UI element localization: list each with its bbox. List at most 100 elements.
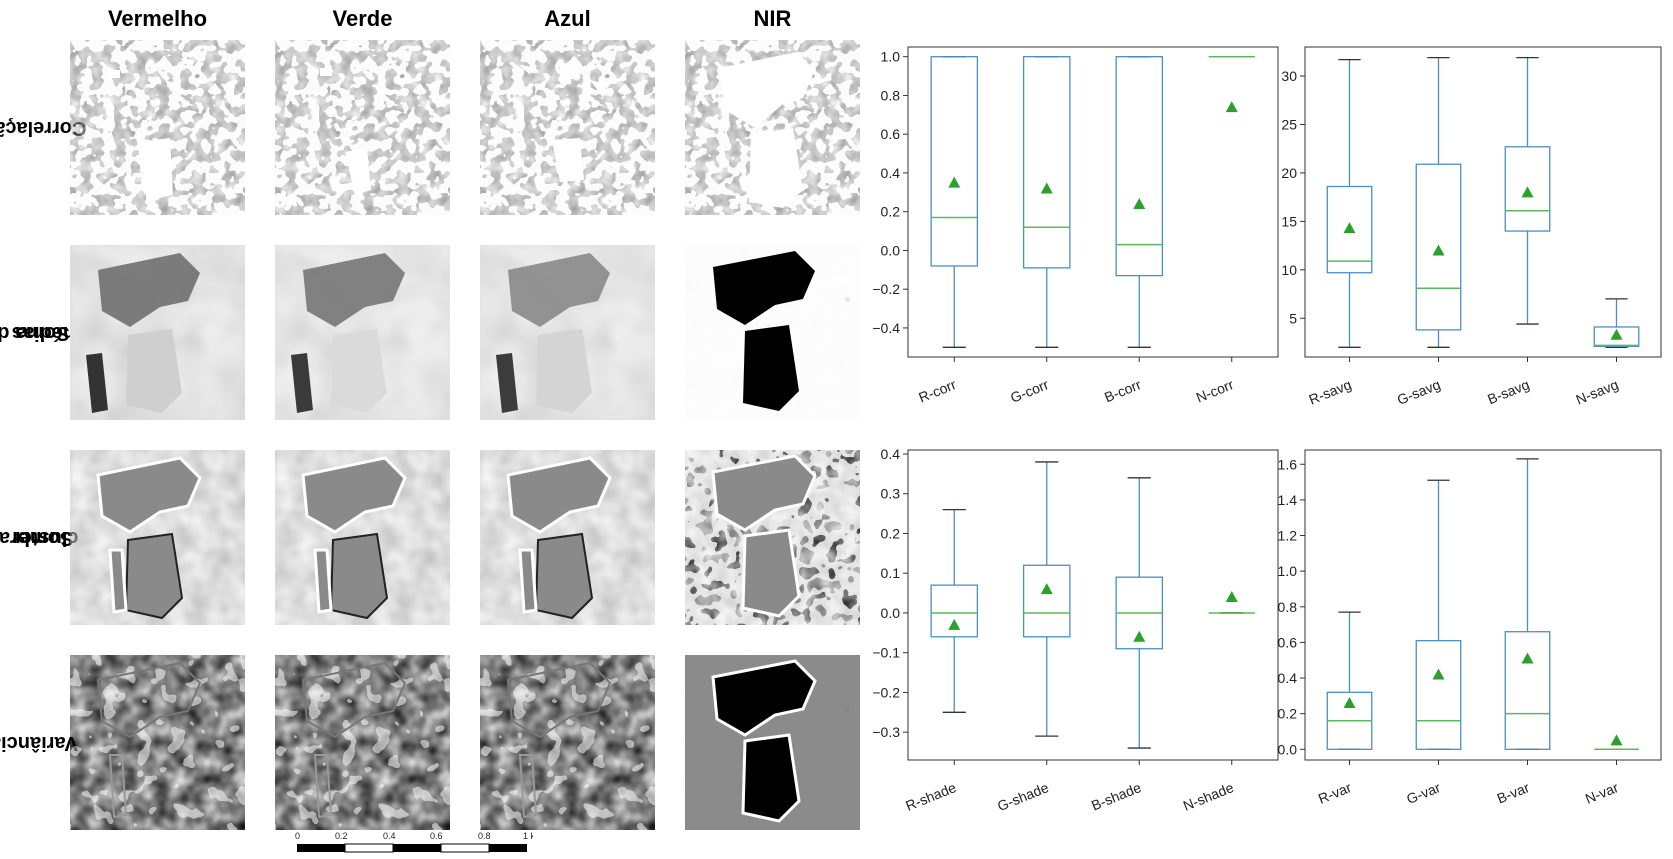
scale-tick-0: 0 (295, 831, 300, 841)
chart-1-ytick-label-5: 30 (1281, 68, 1297, 84)
chart-1-box-3 (1593, 326, 1640, 347)
chart-3-ytick-label-4: 0.8 (1278, 599, 1298, 615)
scale-tick-5: 1 km (523, 831, 533, 841)
chart-2-category-3: N-shade (1181, 779, 1236, 814)
chart-1-box-2 (1504, 146, 1551, 232)
chart-0-category-1: G-corr (1008, 376, 1051, 406)
column-header-vermelho: Vermelho (107, 6, 208, 31)
chart-0-mean-marker-1 (1040, 182, 1053, 194)
chart-3-ytick-label-5: 1.0 (1278, 563, 1298, 579)
chart-3-mean-marker-1 (1432, 668, 1445, 680)
chart-1-category-2: B-savg (1485, 376, 1531, 407)
chart-3-ytick-label-8: 1.6 (1278, 456, 1298, 472)
chart-0-ytick-label-7: 1.0 (881, 49, 901, 65)
chart-3-category-1: G-var (1404, 779, 1443, 807)
scale-tick-3: 0.6 (430, 831, 443, 841)
chart-3-category-3: N-var (1583, 779, 1621, 807)
chart-1-box-1 (1415, 163, 1462, 331)
chart-2-ytick-label-7: 0.4 (881, 446, 901, 462)
chart-1-ytick-label-0: 5 (1289, 310, 1297, 326)
chart-0-frame (907, 46, 1279, 358)
tile-soma-vermelho (70, 245, 245, 420)
chart-2-ytick-label-4: 0.1 (881, 565, 901, 581)
column-header-verde: Verde (332, 6, 393, 31)
chart-0-category-3: N-corr (1194, 376, 1236, 406)
chart-1-ytick-label-3: 20 (1281, 165, 1297, 181)
chart-1-frame (1304, 46, 1662, 358)
chart-0-category-2: B-corr (1102, 376, 1144, 405)
tile-correlacao-nir (685, 40, 860, 215)
chart-3-frame (1304, 449, 1662, 761)
column-header-azul: Azul (544, 6, 591, 31)
chart-0-mean-marker-0 (948, 176, 961, 188)
scale-bar: 0 0.2 0.4 0.6 0.8 1 km (293, 830, 543, 854)
chart-1-box-0 (1326, 185, 1373, 274)
chart-3-ytick-label-7: 1.4 (1278, 492, 1298, 508)
chart-3-ytick-label-0: 0.0 (1278, 741, 1298, 757)
tile-variancia-nir (685, 655, 860, 830)
chart-3-ytick-label-2: 0.4 (1278, 670, 1298, 686)
chart-1-mean-marker-1 (1432, 244, 1445, 256)
chart-2-mean-marker-3 (1225, 591, 1238, 603)
chart-0-ytick-label-4: 0.4 (881, 165, 901, 181)
chart-1-category-3: N-savg (1573, 376, 1620, 407)
chart-2-category-0: R-shade (903, 779, 958, 814)
chart-2-ytick-label-1: −0.2 (872, 684, 900, 700)
chart-2-ytick-label-6: 0.3 (881, 486, 901, 502)
chart-0-box-1 (1022, 56, 1071, 269)
chart-3-ytick-label-3: 0.6 (1278, 634, 1298, 650)
tile-sombra-azul (480, 450, 655, 625)
chart-1-ytick-label-2: 15 (1281, 213, 1297, 229)
chart-0-box-2 (1115, 56, 1164, 277)
scale-tick-2: 0.4 (383, 831, 396, 841)
chart-0-box-0 (930, 56, 979, 267)
tile-correlacao-verde (275, 40, 450, 215)
chart-2-ytick-label-0: −0.3 (872, 724, 900, 740)
chart-3-mean-marker-3 (1610, 734, 1623, 746)
chart-2-ytick-label-3: 0.0 (881, 605, 901, 621)
tile-soma-azul (480, 245, 655, 420)
tile-sombra-verde (275, 450, 450, 625)
chart-3-category-2: B-var (1495, 779, 1532, 806)
tile-soma-nir (685, 245, 860, 420)
chart-3-ytick-label-1: 0.2 (1278, 706, 1298, 722)
tile-variancia-vermelho (70, 655, 245, 830)
scale-tick-4: 0.8 (478, 831, 491, 841)
chart-1-ytick-label-1: 10 (1281, 262, 1297, 278)
chart-2-category-2: B-shade (1089, 779, 1144, 813)
tile-sombra-vermelho (70, 450, 245, 625)
chart-3-mean-marker-0 (1343, 696, 1356, 708)
chart-3-box-2 (1504, 631, 1551, 750)
tile-soma-verde (275, 245, 450, 420)
tile-correlacao-azul (480, 40, 655, 215)
chart-1-mean-marker-0 (1343, 222, 1356, 234)
chart-0-ytick-label-0: −0.4 (872, 320, 900, 336)
chart-2-box-1 (1022, 564, 1071, 638)
chart-3-ytick-label-6: 1.2 (1278, 528, 1298, 544)
chart-3-mean-marker-2 (1521, 652, 1534, 664)
chart-2-mean-marker-2 (1133, 630, 1146, 642)
chart-2-box-0 (930, 584, 979, 638)
tile-variancia-azul (480, 655, 655, 830)
chart-2-ytick-label-5: 0.2 (881, 525, 901, 541)
chart-2-frame (907, 449, 1279, 761)
chart-1-mean-marker-3 (1610, 328, 1623, 340)
chart-0-mean-marker-2 (1133, 197, 1146, 209)
chart-0-ytick-label-1: −0.2 (872, 281, 900, 297)
chart-0-ytick-label-5: 0.6 (881, 126, 901, 142)
chart-1-category-1: G-savg (1395, 376, 1443, 408)
column-header-nir: NIR (753, 6, 792, 31)
chart-2-mean-marker-1 (1040, 583, 1053, 595)
chart-0-ytick-label-6: 0.8 (881, 87, 901, 103)
chart-0-ytick-label-3: 0.2 (881, 204, 901, 220)
tile-correlacao-vermelho (70, 40, 245, 215)
chart-3-category-0: R-var (1316, 779, 1354, 807)
chart-3-box-1 (1415, 639, 1462, 750)
chart-1-category-0: R-savg (1306, 376, 1353, 407)
chart-0-category-0: R-corr (916, 376, 958, 406)
chart-2-category-1: G-shade (995, 779, 1051, 814)
chart-2-mean-marker-0 (948, 618, 961, 630)
tile-variancia-verde (275, 655, 450, 830)
scale-tick-1: 0.2 (335, 831, 348, 841)
